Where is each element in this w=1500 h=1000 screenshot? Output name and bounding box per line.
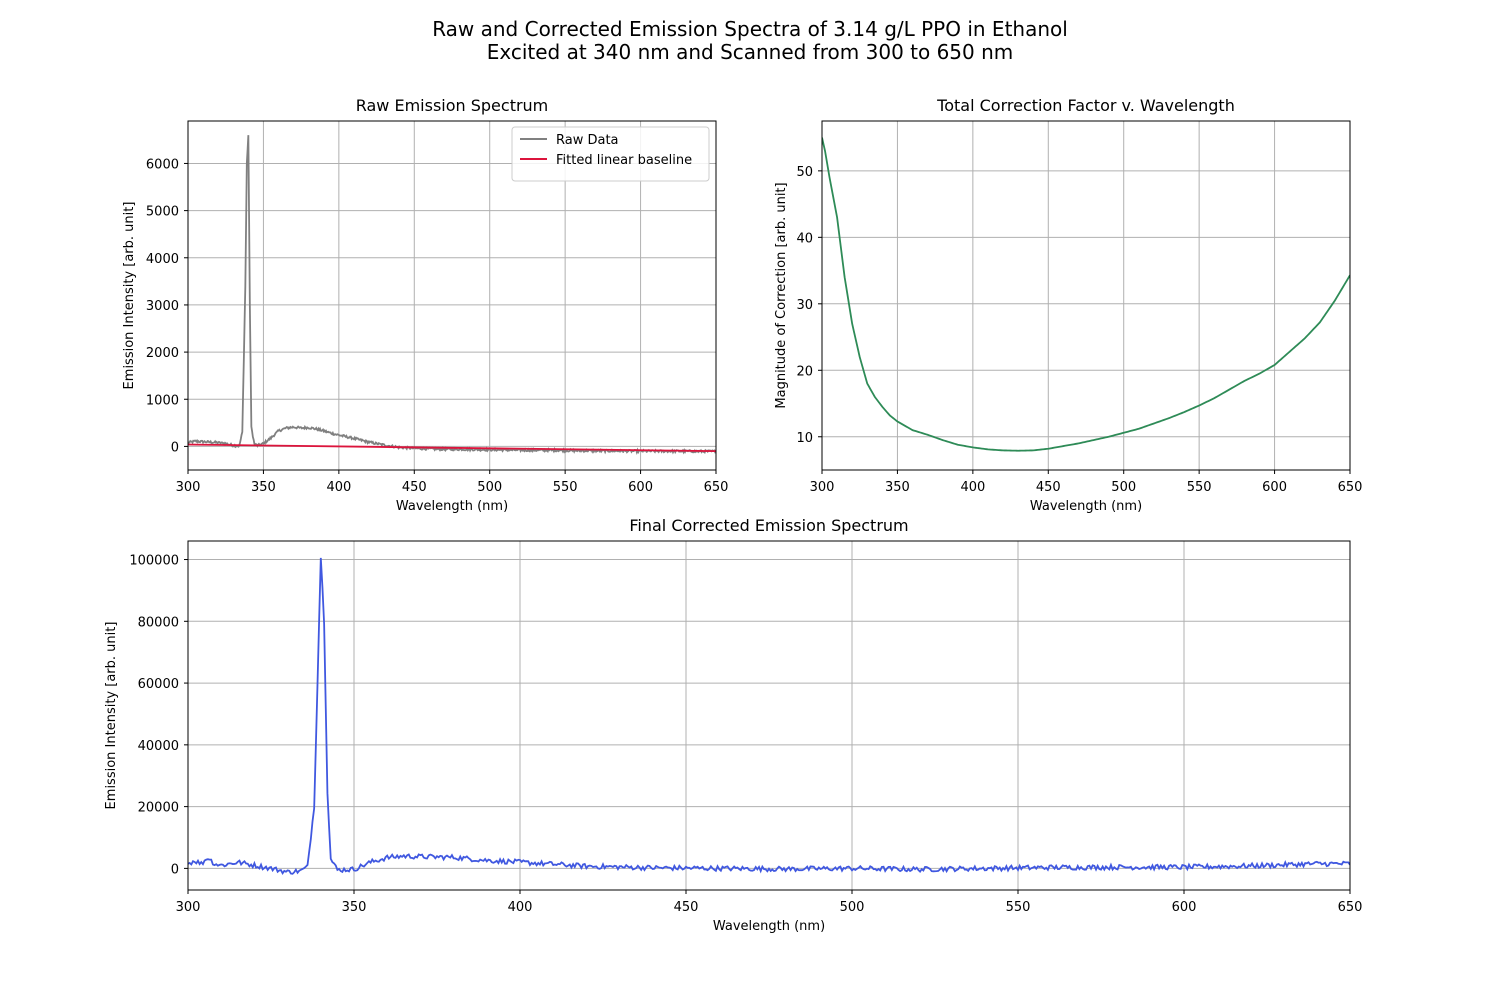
y-tick-label: 80000 bbox=[138, 615, 179, 630]
y-axis-label: Emission Intensity [arb. unit] bbox=[122, 202, 137, 390]
legend-box bbox=[511, 126, 710, 182]
y-tick-label: 50 bbox=[796, 165, 813, 180]
chart-title: Total Correction Factor v. Wavelength bbox=[936, 96, 1235, 115]
series-line-raw-1 bbox=[188, 443, 716, 453]
y-tick-label: 40000 bbox=[138, 739, 179, 754]
x-tick-label: 400 bbox=[960, 480, 985, 495]
plot-frame bbox=[821, 120, 1351, 471]
x-axis-label: Wavelength (nm) bbox=[713, 919, 825, 934]
x-tick-label: 550 bbox=[1187, 480, 1212, 495]
figure-title-line2: Excited at 340 nm and Scanned from 300 t… bbox=[487, 40, 1014, 64]
y-tick-label: 3000 bbox=[146, 299, 179, 314]
x-tick-label: 500 bbox=[477, 480, 502, 495]
x-tick-label: 650 bbox=[1338, 480, 1363, 495]
x-axis-label: Wavelength (nm) bbox=[1030, 499, 1142, 514]
y-tick-label: 40 bbox=[796, 231, 813, 246]
x-tick-label: 450 bbox=[402, 480, 427, 495]
x-tick-label: 300 bbox=[810, 480, 835, 495]
series-line-correction-0 bbox=[822, 137, 1350, 452]
x-tick-label: 550 bbox=[1006, 900, 1031, 915]
y-tick-label: 1000 bbox=[146, 393, 179, 408]
plot-frame bbox=[187, 540, 1351, 891]
y-tick-label: 20 bbox=[796, 364, 813, 379]
legend-label: Fitted linear baseline bbox=[556, 153, 692, 168]
y-axis-label: Emission Intensity [arb. unit] bbox=[104, 622, 119, 810]
corrected-emission-chart: 300 350 400 450 500 550 600 650 0 20000 40000 60000… bbox=[104, 516, 1362, 934]
y-tick-label: 30 bbox=[796, 298, 813, 313]
x-tick-label: 400 bbox=[508, 900, 533, 915]
y-axis-label: Magnitude of Correction [arb. unit] bbox=[774, 182, 789, 408]
raw-emission-chart: 300 350 400 450 500 550 600 650 0 1000 2000 3000 400… bbox=[122, 96, 728, 514]
x-tick-label: 500 bbox=[1111, 480, 1136, 495]
x-tick-label: 550 bbox=[553, 480, 578, 495]
legend-label: Raw Data bbox=[556, 133, 619, 148]
y-tick-label: 5000 bbox=[146, 205, 179, 220]
x-tick-label: 300 bbox=[176, 480, 201, 495]
x-tick-label: 600 bbox=[628, 480, 653, 495]
series-line-corrected-0 bbox=[188, 557, 1350, 876]
plot-frame bbox=[187, 120, 717, 471]
x-tick-label: 350 bbox=[251, 480, 276, 495]
correction-factor-chart: 300 350 400 450 500 550 600 650 10 20 30 40 50 Total … bbox=[774, 96, 1362, 514]
x-tick-label: 350 bbox=[342, 900, 367, 915]
x-tick-label: 300 bbox=[176, 900, 201, 915]
y-tick-label: 0 bbox=[171, 862, 179, 877]
y-tick-label: 10 bbox=[796, 431, 813, 446]
x-tick-label: 500 bbox=[840, 900, 865, 915]
x-tick-label: 600 bbox=[1262, 480, 1287, 495]
y-tick-label: 4000 bbox=[146, 252, 179, 267]
y-tick-label: 6000 bbox=[146, 157, 179, 172]
x-tick-label: 350 bbox=[885, 480, 910, 495]
x-tick-label: 450 bbox=[674, 900, 699, 915]
chart-title: Raw Emission Spectrum bbox=[356, 96, 549, 115]
y-tick-label: 60000 bbox=[138, 677, 179, 692]
y-tick-label: 0 bbox=[171, 440, 179, 455]
chart-title: Final Corrected Emission Spectrum bbox=[629, 516, 908, 535]
y-tick-label: 2000 bbox=[146, 346, 179, 361]
figure-title-line1: Raw and Corrected Emission Spectra of 3.… bbox=[432, 17, 1068, 41]
y-tick-label: 100000 bbox=[129, 554, 179, 569]
x-tick-label: 600 bbox=[1172, 900, 1197, 915]
x-axis-label: Wavelength (nm) bbox=[396, 499, 508, 514]
x-tick-label: 400 bbox=[326, 480, 351, 495]
x-tick-label: 650 bbox=[1338, 900, 1363, 915]
x-tick-label: 650 bbox=[704, 480, 729, 495]
x-tick-label: 450 bbox=[1036, 480, 1061, 495]
y-tick-label: 20000 bbox=[138, 801, 179, 816]
